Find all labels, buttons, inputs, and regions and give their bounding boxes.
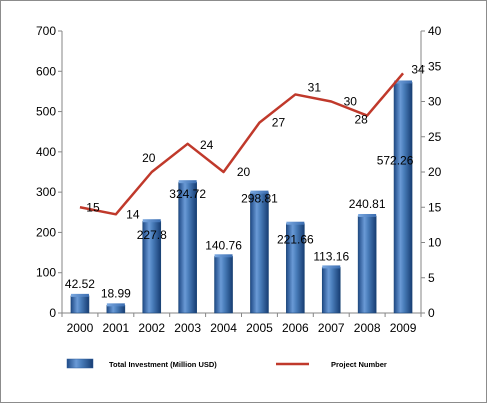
legend: Total Investment (Million USD) Project N… [66, 358, 387, 369]
y-right-tick-label: 30 [428, 95, 442, 109]
x-tick-label: 2002 [138, 321, 165, 335]
bar-top-cap [394, 80, 413, 84]
y-left-tick-label: 400 [36, 145, 56, 159]
bar-value-label: 227.8 [137, 228, 167, 242]
x-tick-label: 2004 [210, 321, 237, 335]
legend-bar-label: Total Investment (Million USD) [109, 360, 217, 369]
line-value-label: 15 [86, 200, 100, 214]
legend-bar-swatch [66, 358, 94, 369]
x-tick-label: 2003 [174, 321, 201, 335]
bar-value-label: 42.52 [65, 277, 95, 291]
line-value-label: 20 [237, 165, 251, 179]
bars-layer [70, 80, 413, 314]
y-right-tick-label: 20 [428, 165, 442, 179]
y-left-tick-label: 300 [36, 185, 56, 199]
project-number-line [79, 72, 405, 216]
y-right-tick-label: 10 [428, 236, 442, 250]
bar [178, 181, 197, 314]
bar [393, 82, 413, 314]
axes-layer: 0 100 200 300 400 500 600 700 0 5 10 15 20 25 30 35 40 20… [36, 24, 442, 335]
y-right-tick-label: 35 [428, 59, 442, 73]
bar-top-cap [286, 221, 305, 225]
y-left-tick-label: 100 [36, 266, 56, 280]
y-left-tick-label: 600 [36, 64, 56, 78]
x-tick-label: 2007 [318, 321, 345, 335]
line-layer [79, 72, 405, 216]
line-value-label: 14 [126, 207, 140, 221]
y-left-tick-label: 500 [36, 105, 56, 119]
line-value-label: 34 [411, 62, 425, 76]
bar-top-cap [358, 213, 377, 217]
bar-value-label: 298.81 [241, 192, 278, 206]
y-left-tick-label: 0 [49, 306, 56, 320]
y-right-tick-label: 0 [428, 306, 435, 320]
bar-value-label: 18.99 [101, 286, 131, 300]
line-value-label: 27 [272, 116, 286, 130]
y-right-tick-label: 25 [428, 130, 442, 144]
bar-value-label: 572.26 [377, 153, 414, 167]
bar [321, 267, 341, 314]
line-value-label: 24 [200, 138, 214, 152]
x-tick-label: 2006 [282, 321, 309, 335]
y-left-tick-label: 700 [36, 24, 56, 38]
line-value-label: 31 [308, 80, 322, 94]
x-tick-label: 2009 [390, 321, 417, 335]
bar [70, 295, 90, 314]
bar [106, 305, 126, 314]
bar-top-cap [214, 254, 233, 258]
x-tick-label: 2008 [354, 321, 381, 335]
y-left-tick-label: 200 [36, 225, 56, 239]
bar-top-cap [70, 293, 89, 297]
bar-top-cap [142, 219, 161, 223]
bar-value-label: 140.76 [205, 238, 242, 252]
bar-value-label: 324.72 [169, 187, 206, 201]
bar-value-label: 113.16 [313, 249, 349, 263]
bar-value-label: 221.66 [277, 233, 314, 247]
bar-top-cap [250, 190, 269, 194]
line-value-label: 28 [354, 113, 368, 127]
legend-line-label: Project Number [331, 360, 387, 369]
y-right-tick-label: 40 [428, 24, 442, 38]
x-tick-label: 2000 [67, 321, 94, 335]
bar-top-cap [178, 180, 197, 184]
line-value-label: 30 [344, 95, 358, 109]
x-tick-label: 2001 [102, 321, 129, 335]
bar [250, 192, 269, 314]
bar [357, 215, 377, 314]
data-labels-layer: 42.52 18.99 227.8 324.72 140.76 298.81 221.66 1… [65, 62, 425, 300]
bar-value-label: 240.81 [349, 197, 386, 211]
bar [214, 255, 233, 314]
bar-top-cap [322, 265, 341, 269]
x-tick-label: 2005 [246, 321, 273, 335]
y-right-tick-label: 15 [428, 200, 442, 214]
bar-top-cap [106, 303, 125, 307]
y-right-tick-label: 5 [428, 271, 435, 285]
line-value-label: 20 [142, 151, 156, 165]
